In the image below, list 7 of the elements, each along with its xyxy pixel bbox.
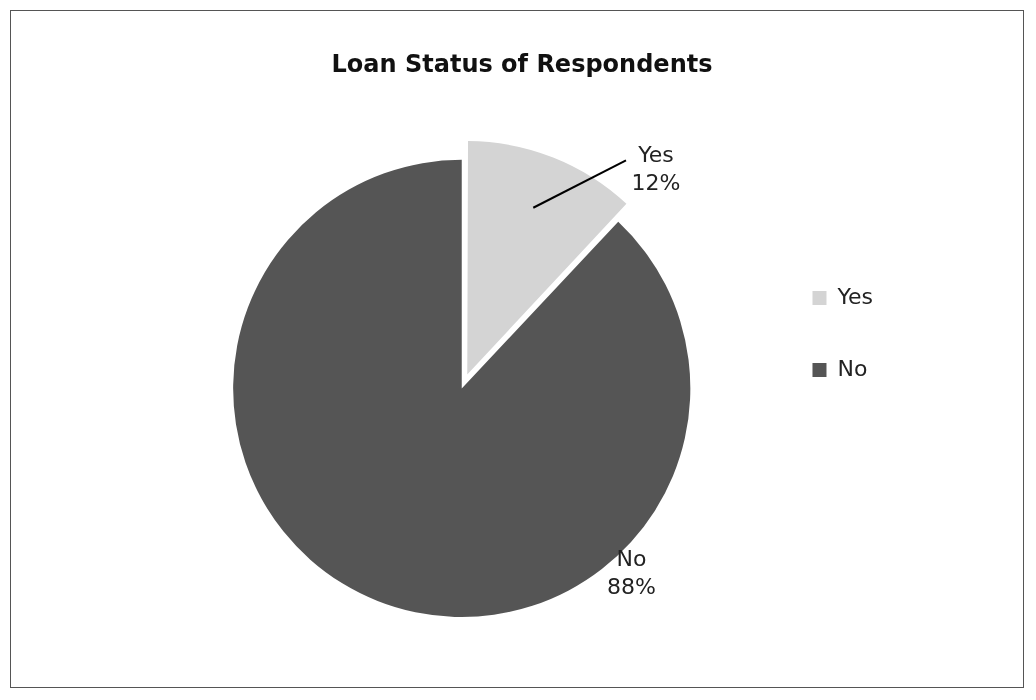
slice-label: No xyxy=(616,546,647,572)
data-label: 88% xyxy=(607,574,656,600)
legend-label: Yes xyxy=(836,283,873,309)
legend-label: No xyxy=(837,355,868,381)
chart-title: Loan Status of Respondents xyxy=(331,49,713,78)
data-label: 12% xyxy=(631,170,681,196)
slice-label: Yes xyxy=(637,142,674,168)
